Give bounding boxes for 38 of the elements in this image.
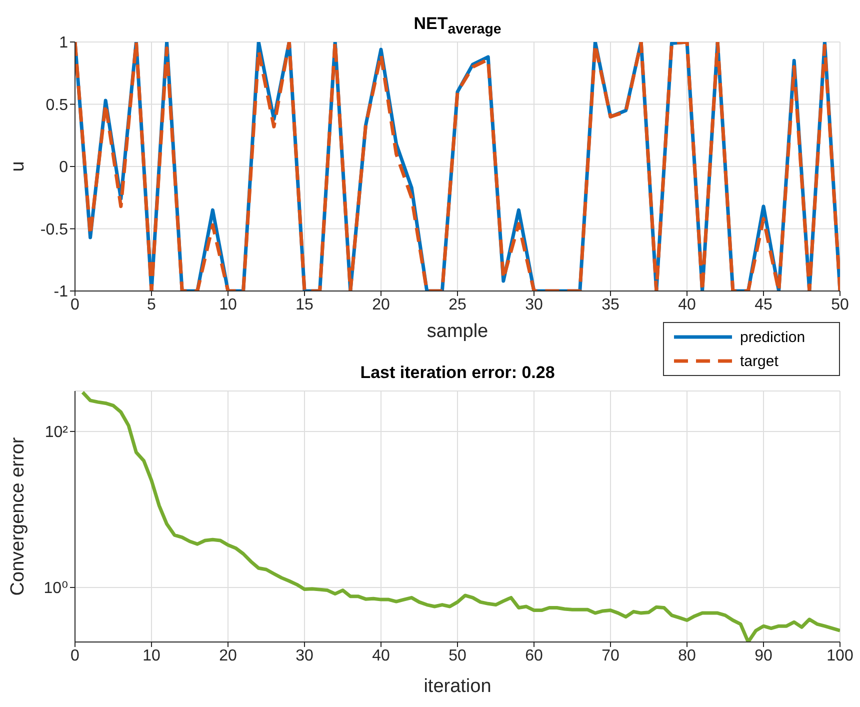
- y-tick-label: 0.5: [46, 96, 68, 114]
- x-tick-label: 50: [448, 647, 466, 664]
- x-tick-label: 40: [678, 296, 696, 314]
- x-tick-label: 60: [525, 647, 543, 664]
- y-tick-label: 10⁰: [44, 580, 68, 598]
- x-tick-label: 20: [219, 647, 237, 664]
- chart-title: NET$_{average}$: [412, 14, 502, 38]
- y-tick-label: -1: [54, 284, 68, 301]
- y-tick-label: -0.5: [40, 221, 68, 238]
- x-tick-label: 10: [219, 296, 237, 314]
- x-tick-label: 90: [754, 647, 772, 664]
- x-tick-label: 0: [70, 647, 80, 664]
- x-tick-label: 30: [296, 647, 314, 664]
- y-axis-title: Convergence error: [8, 436, 29, 596]
- x-axis-title: iteration: [424, 676, 492, 697]
- legend-label: target: [740, 352, 778, 370]
- x-tick-label: 100: [826, 647, 854, 664]
- x-axis-title: sample: [426, 321, 488, 342]
- x-tick-label: 30: [525, 296, 543, 314]
- x-tick-label: 50: [831, 296, 849, 314]
- y-tick-label: 1: [59, 34, 68, 52]
- x-tick-label: 80: [678, 647, 696, 664]
- x-tick-label: 15: [296, 296, 314, 314]
- x-tick-label: 25: [448, 296, 466, 314]
- legend-label: prediction: [740, 328, 806, 346]
- x-tick-label: 35: [602, 296, 620, 314]
- y-tick-label: 0: [59, 159, 68, 176]
- x-tick-label: 40: [372, 647, 390, 664]
- x-tick-label: 20: [372, 296, 390, 314]
- x-tick-label: 45: [754, 296, 772, 314]
- x-tick-label: 5: [147, 296, 156, 314]
- y-tick-label: 10²: [44, 424, 69, 442]
- x-tick-label: 70: [602, 647, 620, 664]
- y-axis-title: u: [8, 161, 29, 172]
- chart-title: Last iteration error: 0.28: [360, 363, 555, 382]
- line-series: [80, 391, 840, 642]
- x-tick-label: 10: [142, 647, 160, 664]
- x-tick-label: 0: [70, 296, 80, 314]
